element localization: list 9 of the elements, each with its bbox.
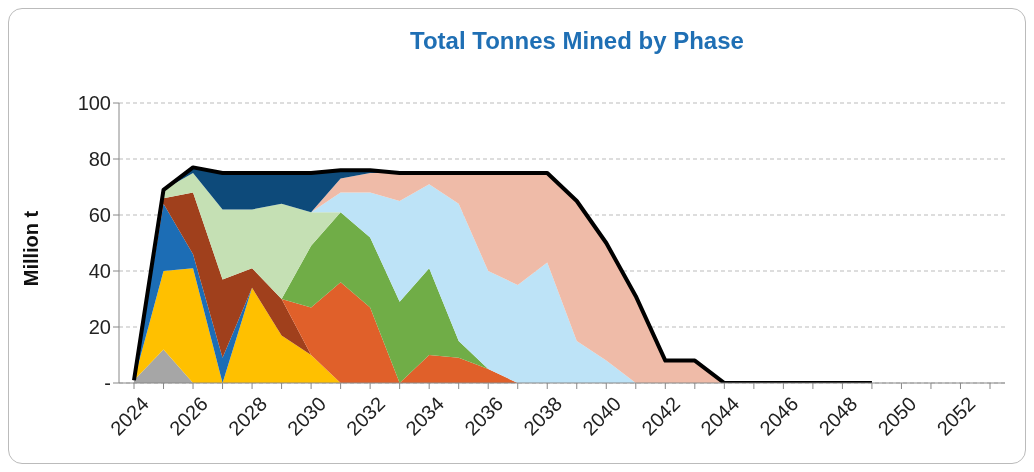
y-tick-label: -: [104, 372, 111, 395]
y-tick-label: 60: [88, 204, 111, 227]
y-axis-title: Million t: [20, 210, 44, 286]
y-tick-label: 100: [77, 92, 111, 115]
line-series: [132, 165, 874, 383]
y-tick-label: 40: [88, 260, 111, 283]
y-tick-label: 80: [88, 148, 111, 171]
chart-title: Total Tonnes Mined by Phase: [409, 27, 745, 55]
y-tick-label: 20: [88, 316, 111, 339]
